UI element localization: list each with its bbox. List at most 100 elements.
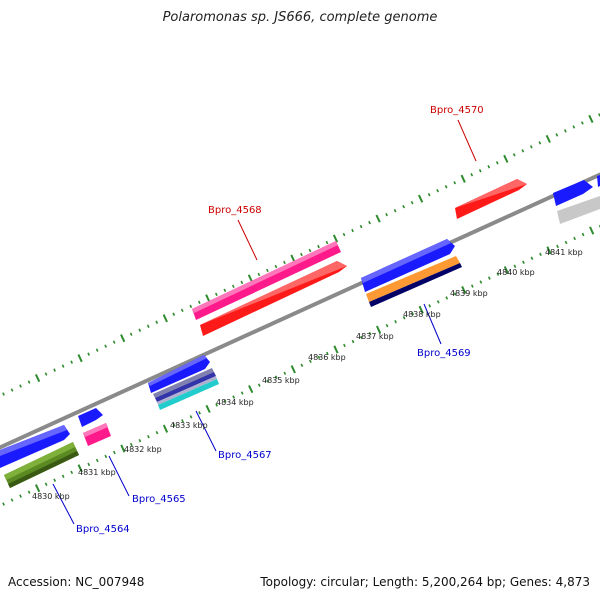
gene-label-bpro-4568[interactable]: Bpro_4568 <box>208 205 262 216</box>
gene-bpro-4569-navy[interactable] <box>369 263 462 307</box>
minor-tick <box>104 344 108 348</box>
major-tick <box>248 385 254 394</box>
minor-tick <box>53 478 57 482</box>
minor-tick <box>53 368 56 372</box>
minor-tick <box>214 292 218 297</box>
minor-tick <box>257 383 261 387</box>
minor-tick <box>27 490 31 494</box>
minor-tick <box>138 328 142 332</box>
minor-tick <box>563 129 567 133</box>
minor-tick <box>240 280 244 285</box>
minor-tick <box>402 316 406 320</box>
minor-tick <box>2 502 5 506</box>
minor-tick <box>138 438 142 443</box>
gene-label-bpro-4567[interactable]: Bpro_4567 <box>218 450 272 461</box>
major-tick <box>205 404 211 413</box>
minor-tick <box>359 224 363 229</box>
gene-top-right-grey[interactable] <box>557 196 600 224</box>
gene-bpro-4565-pink[interactable] <box>83 423 111 446</box>
minor-tick <box>283 260 286 265</box>
minor-tick <box>180 308 184 313</box>
minor-tick <box>351 339 355 344</box>
tick-label: 4830 kbp <box>32 492 70 501</box>
gene-label-bpro-4564[interactable]: Bpro_4564 <box>76 524 130 535</box>
minor-tick <box>61 474 65 479</box>
minor-tick <box>410 200 414 205</box>
minor-tick <box>240 391 244 395</box>
minor-tick <box>197 300 201 305</box>
minor-tick <box>411 312 415 316</box>
gene-top-right-blue[interactable] <box>553 175 600 206</box>
major-tick <box>589 226 595 235</box>
minor-tick <box>189 415 193 419</box>
tick-label: 4832 kbp <box>124 445 162 454</box>
minor-tick <box>539 252 542 257</box>
major-tick <box>503 266 510 275</box>
minor-tick <box>274 264 278 269</box>
minor-tick <box>70 470 74 475</box>
minor-tick <box>343 343 346 348</box>
minor-tick <box>436 188 440 193</box>
minor-tick <box>478 169 482 173</box>
tick-track-lower <box>2 224 600 506</box>
minor-tick <box>326 351 329 356</box>
tick-label: 4837 kbp <box>356 332 394 341</box>
tick-label: 4840 kbp <box>497 268 535 277</box>
major-tick <box>418 305 424 314</box>
gene-label-bpro-4570[interactable]: Bpro_4570 <box>430 105 484 116</box>
gene-bpro-4569-orange[interactable] <box>366 256 460 302</box>
minor-tick <box>580 121 584 125</box>
major-tick <box>34 484 41 493</box>
minor-tick <box>129 442 133 447</box>
minor-tick <box>436 300 440 304</box>
minor-tick <box>572 125 576 129</box>
minor-tick <box>453 292 457 296</box>
tick-label: 4831 kbp <box>78 468 116 477</box>
minor-tick <box>317 355 321 360</box>
gene-label-bpro-4565[interactable]: Bpro_4565 <box>132 494 186 505</box>
tick-label: 4836 kbp <box>308 353 346 362</box>
tick-label: 4835 kbp <box>262 376 300 385</box>
gene-bpro-4564-olive[interactable] <box>4 442 79 488</box>
tick-label: 4841 kbp <box>545 248 583 257</box>
minor-tick <box>385 212 388 217</box>
minor-tick <box>530 256 534 260</box>
minor-tick <box>368 331 372 336</box>
major-tick <box>162 424 169 433</box>
gene-bpro-4570[interactable] <box>455 179 527 219</box>
gene-left-blue[interactable] <box>0 425 70 468</box>
major-tick <box>417 194 424 203</box>
gene-bpro-4567-blue[interactable] <box>148 355 210 393</box>
minor-tick <box>556 244 559 249</box>
leader-bpro-4568 <box>237 219 258 261</box>
major-tick <box>588 114 594 124</box>
major-tick <box>34 373 41 383</box>
minor-tick <box>223 399 227 403</box>
major-tick <box>120 444 126 453</box>
major-tick <box>461 285 467 295</box>
genome-backbone <box>0 172 600 450</box>
gene-label-bpro-4569[interactable]: Bpro_4569 <box>417 348 471 359</box>
gene-bpro-4567-stripes[interactable] <box>153 368 219 410</box>
minor-tick <box>155 430 159 435</box>
minor-tick <box>325 240 329 245</box>
minor-tick <box>521 149 525 153</box>
minor-tick <box>147 434 150 439</box>
minor-tick <box>172 312 176 316</box>
minor-tick <box>453 181 457 185</box>
minor-tick <box>189 304 193 309</box>
tick-label: 4838 kbp <box>403 310 441 319</box>
gene-bpro-4568-red[interactable] <box>200 261 347 336</box>
tick-label: 4834 kbp <box>216 398 254 407</box>
leader-bpro-4567 <box>195 410 217 452</box>
minor-tick <box>445 296 449 300</box>
minor-tick <box>402 204 406 209</box>
minor-tick <box>283 371 287 375</box>
gene-bpro-4568-pink[interactable] <box>192 241 341 320</box>
gene-bpro-4565-blue[interactable] <box>78 408 103 427</box>
minor-tick <box>487 165 491 169</box>
gene-bpro-4569-blue[interactable] <box>361 239 455 292</box>
major-tick <box>290 365 296 374</box>
minor-tick <box>555 133 559 137</box>
